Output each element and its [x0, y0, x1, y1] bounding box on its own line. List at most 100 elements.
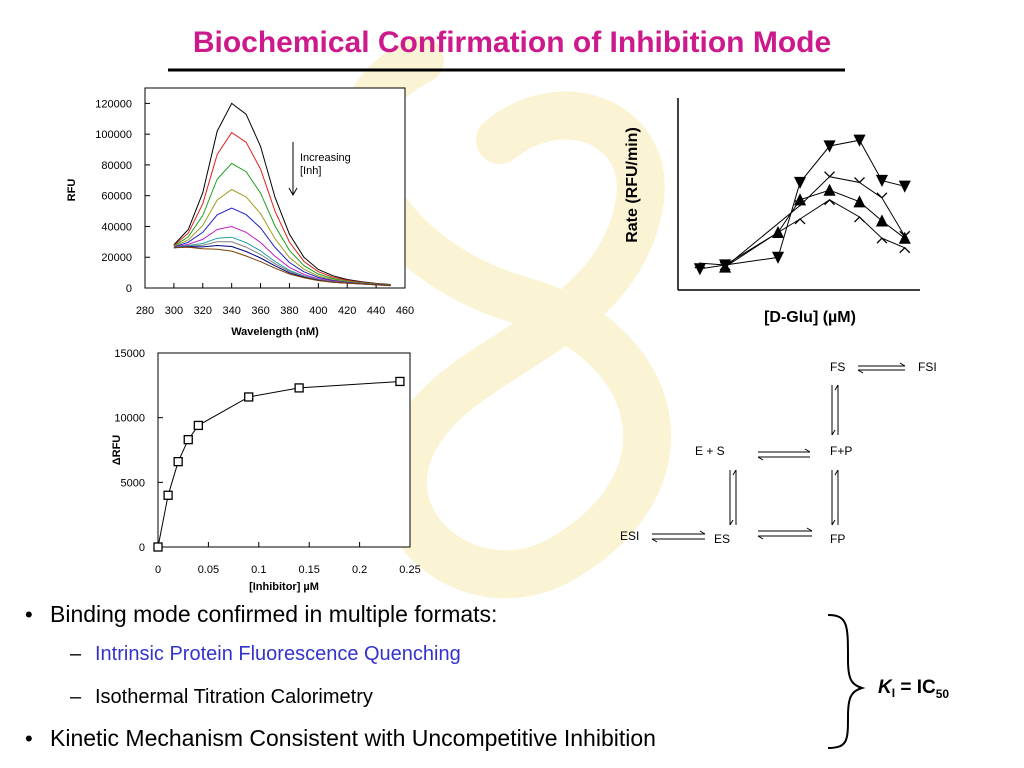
point [824, 198, 836, 206]
x-tick-label: 0 [155, 564, 161, 576]
bullet-list: • Binding mode confirmed in multiple form… [25, 601, 656, 751]
y-tick-label: 100000 [95, 129, 132, 141]
plot-frame [144, 87, 406, 289]
point [694, 262, 706, 269]
y-axis-label: Rate (RFU/min) [624, 127, 641, 243]
point [823, 183, 836, 196]
y-tick-label: 10000 [114, 413, 145, 425]
fit-line [157, 381, 400, 548]
x-tick-label: 0.2 [352, 564, 367, 576]
point [173, 456, 183, 467]
brace [827, 614, 866, 749]
y-tick-label: 20000 [101, 252, 132, 264]
y-tick-label: 40000 [101, 221, 132, 233]
y-tick-label: 5000 [121, 477, 145, 489]
ki-eq: = IC [895, 677, 936, 698]
point [853, 195, 866, 208]
point [163, 490, 173, 500]
point [294, 383, 304, 393]
background-swirl [337, 36, 671, 599]
fit-line [724, 176, 906, 268]
bullet-text: Intrinsic Protein Fluorescence Quenching [95, 643, 461, 665]
scheme-node: FSI [918, 360, 937, 374]
y-tick-label: 60000 [101, 191, 132, 203]
arrow [651, 530, 706, 543]
point [899, 230, 911, 238]
x-tick-label: 320 [194, 305, 212, 317]
x-tick-label: 400 [309, 305, 327, 317]
point [771, 251, 785, 264]
bullet-text: Kinetic Mechanism Consistent with Uncomp… [50, 725, 656, 751]
point [153, 542, 163, 552]
point [853, 134, 866, 147]
x-tick-label: 440 [367, 305, 385, 317]
point [876, 192, 888, 199]
point [793, 176, 807, 189]
scheme-node: E + S [695, 444, 725, 458]
point [183, 435, 193, 445]
x-tick-label: 380 [280, 305, 298, 317]
fit-line [699, 139, 905, 270]
y-axis-label: ΔRFU [111, 435, 123, 466]
y-tick-label: 120000 [95, 98, 132, 110]
ki-sub2: 50 [936, 687, 950, 701]
point [794, 200, 806, 207]
scheme-node: ESI [620, 529, 639, 543]
arrow [757, 527, 813, 540]
point [193, 420, 203, 431]
ki-k: K [878, 677, 893, 698]
annotation-arrow [288, 142, 298, 197]
point [875, 174, 889, 188]
x-tick-label: 0.05 [198, 564, 219, 576]
point [244, 392, 254, 402]
bullet-glyph: • [25, 726, 33, 751]
arrow [729, 469, 737, 526]
point [854, 177, 865, 184]
point [824, 171, 836, 178]
x-tick-label: 0.25 [399, 564, 420, 576]
x-tick-label: 0.1 [251, 564, 266, 576]
y-axis-label: RFU [66, 179, 78, 202]
plot-frame [157, 352, 411, 548]
point [854, 216, 865, 223]
point [898, 231, 911, 244]
point [395, 376, 405, 387]
x-tick-label: 0.15 [298, 564, 319, 576]
point [898, 180, 911, 193]
y-tick-label: 15000 [114, 348, 145, 360]
x-axis-label: [D-Glu] (µM) [764, 309, 856, 326]
plot-frame [678, 98, 920, 290]
y-tick-label: 80000 [101, 160, 132, 172]
scheme-node: FS [830, 360, 845, 374]
spectrum-line [173, 102, 391, 285]
scheme-node: FP [830, 532, 845, 546]
x-tick-label: 420 [338, 305, 356, 317]
arrow [831, 384, 839, 436]
y-tick-label: 0 [126, 283, 132, 295]
bullet-glyph: – [70, 643, 82, 665]
ki-label: KI = IC50 [878, 677, 949, 701]
x-axis-label: [Inhibitor] µM [249, 581, 319, 593]
arrow [831, 469, 839, 526]
bullet-glyph: • [25, 602, 33, 627]
point [875, 214, 889, 227]
bullet-text: Isothermal Titration Calorimetry [95, 686, 373, 708]
annotation: [Inh] [300, 165, 321, 177]
spectrum-line [173, 246, 391, 287]
point [719, 261, 731, 268]
arrow [757, 448, 811, 461]
spectrum-line [173, 131, 391, 286]
scheme-node: F+P [830, 444, 852, 458]
x-tick-label: 460 [396, 305, 414, 317]
x-tick-label: 280 [136, 305, 154, 317]
ki-sub: I [892, 686, 895, 700]
x-tick-label: 300 [165, 305, 183, 317]
bullet-text: Binding mode confirmed in multiple forma… [50, 601, 497, 627]
point [876, 237, 888, 244]
scheme [651, 362, 906, 543]
point [899, 246, 911, 254]
slide-title: Biochemical Confirmation of Inhibition M… [193, 26, 831, 59]
point [823, 140, 836, 153]
